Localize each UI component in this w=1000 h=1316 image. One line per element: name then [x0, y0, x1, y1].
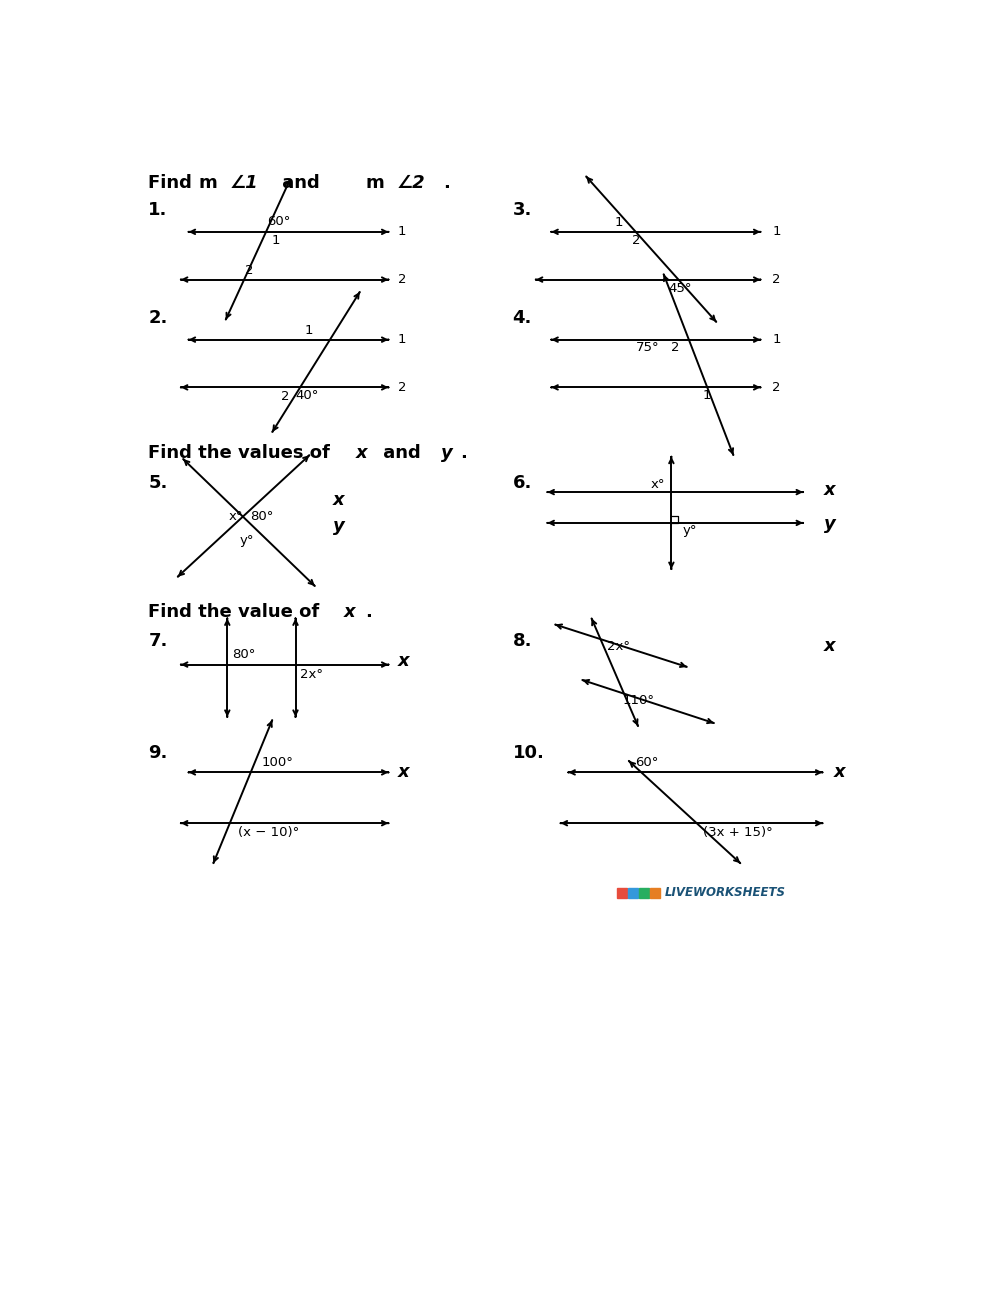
- Bar: [650, 888, 660, 898]
- Text: x: x: [398, 651, 409, 670]
- Text: 2.: 2.: [148, 309, 168, 326]
- Bar: [639, 888, 649, 898]
- Text: 6.: 6.: [512, 474, 532, 492]
- Text: 9.: 9.: [148, 744, 168, 762]
- Text: (3x + 15)°: (3x + 15)°: [703, 825, 773, 838]
- Text: x: x: [344, 603, 355, 621]
- Text: 110°: 110°: [623, 694, 655, 707]
- Text: 40°: 40°: [296, 390, 319, 401]
- Text: 2x°: 2x°: [300, 667, 323, 680]
- Text: 60°: 60°: [635, 757, 658, 770]
- Text: .: .: [443, 174, 450, 192]
- Text: 2x°: 2x°: [607, 640, 630, 653]
- Text: x: x: [398, 763, 409, 782]
- Text: 2: 2: [772, 380, 781, 393]
- Text: 1.: 1.: [148, 201, 168, 218]
- Text: 4.: 4.: [512, 309, 532, 326]
- Text: 2: 2: [398, 380, 406, 393]
- Text: 1: 1: [702, 390, 711, 401]
- Text: x: x: [824, 480, 836, 499]
- Text: ∠2: ∠2: [396, 174, 425, 192]
- Text: 2: 2: [398, 274, 406, 286]
- Text: 45°: 45°: [668, 282, 692, 295]
- Text: 2: 2: [281, 390, 289, 403]
- Text: x: x: [824, 637, 836, 655]
- Text: .: .: [365, 603, 372, 621]
- Text: 3.: 3.: [512, 201, 532, 218]
- Bar: [628, 888, 638, 898]
- Text: y: y: [441, 443, 453, 462]
- Bar: [617, 888, 627, 898]
- Text: 80°: 80°: [251, 511, 274, 524]
- Text: and: and: [276, 174, 326, 192]
- Text: m: m: [199, 174, 217, 192]
- Text: 100°: 100°: [261, 757, 293, 770]
- Text: x: x: [356, 443, 368, 462]
- Text: x: x: [333, 491, 344, 509]
- Text: 10.: 10.: [512, 744, 544, 762]
- Text: .: .: [461, 443, 467, 462]
- Text: Find the values of: Find the values of: [148, 443, 336, 462]
- Text: 75°: 75°: [636, 341, 660, 354]
- Text: 1: 1: [271, 234, 280, 247]
- Text: y°: y°: [240, 534, 254, 546]
- Text: 1: 1: [305, 324, 313, 337]
- Text: 2: 2: [245, 265, 254, 278]
- Text: 7.: 7.: [148, 632, 168, 650]
- Text: 2: 2: [632, 234, 640, 247]
- Text: 2: 2: [772, 274, 781, 286]
- Text: 5.: 5.: [148, 474, 168, 492]
- Text: 1: 1: [398, 333, 406, 346]
- Text: ∠1: ∠1: [230, 174, 258, 192]
- Text: y: y: [824, 516, 836, 533]
- Text: 1: 1: [398, 225, 406, 238]
- Text: 2: 2: [671, 341, 680, 354]
- Text: Find the value of: Find the value of: [148, 603, 326, 621]
- Text: (x − 10)°: (x − 10)°: [238, 825, 299, 838]
- Text: 8.: 8.: [512, 632, 532, 650]
- Text: m: m: [365, 174, 384, 192]
- Text: LIVEWORKSHEETS: LIVEWORKSHEETS: [664, 887, 785, 899]
- Text: 80°: 80°: [232, 647, 255, 661]
- Text: x°: x°: [651, 478, 665, 491]
- Text: x: x: [834, 763, 846, 782]
- Text: 1: 1: [772, 333, 781, 346]
- Text: y°: y°: [683, 525, 698, 537]
- Text: 1: 1: [615, 216, 623, 229]
- Text: y: y: [333, 517, 344, 536]
- Text: 1: 1: [772, 225, 781, 238]
- Text: Find: Find: [148, 174, 198, 192]
- Text: x°: x°: [228, 511, 243, 524]
- Text: 60°: 60°: [267, 215, 290, 228]
- Text: and: and: [377, 443, 427, 462]
